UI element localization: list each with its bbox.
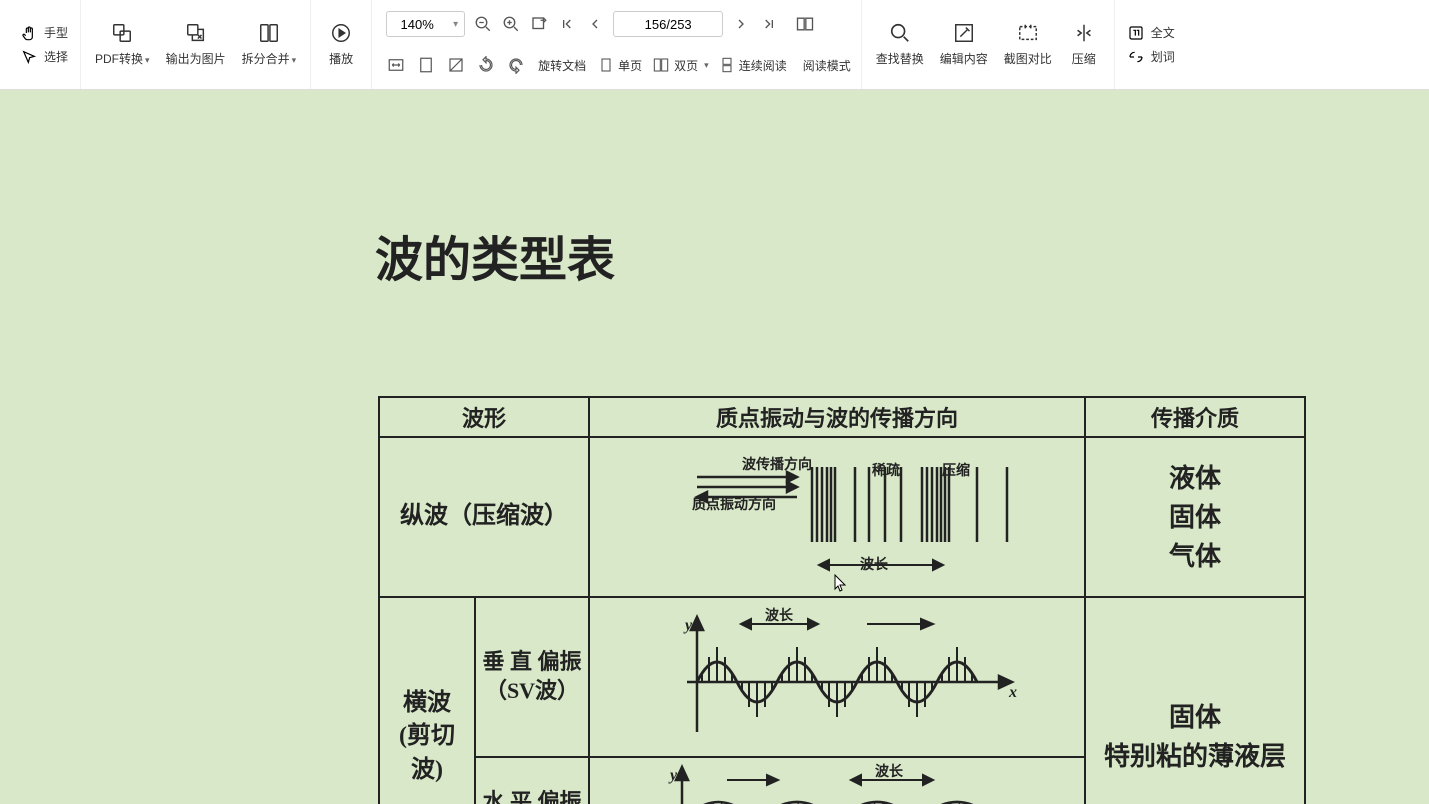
row-longitudinal-label: 纵波（压缩波） <box>379 437 589 597</box>
edit-content-button[interactable]: 编辑内容 <box>932 0 996 89</box>
find-replace-label: 查找替换 <box>876 50 924 67</box>
word-select-button[interactable]: 划词 <box>1121 46 1181 68</box>
svg-text:x: x <box>1008 684 1017 701</box>
sh-wave-diagram: y x 波长 <box>589 757 1085 804</box>
page-title: 波的类型表 <box>375 220 615 290</box>
next-page-button[interactable] <box>727 10 755 38</box>
zoom-out-button[interactable] <box>469 10 497 38</box>
export-image-icon <box>185 22 207 44</box>
edit-content-label: 编辑内容 <box>940 50 988 67</box>
svg-text:波长: 波长 <box>765 607 794 624</box>
play-label: 播放 <box>329 50 353 67</box>
single-page-button[interactable]: 单页 <box>594 51 646 79</box>
row-transverse-group-label: 横波 (剪切 波) <box>379 597 475 804</box>
export-image-label: 输出为图片 <box>166 50 226 67</box>
rotate-left-button[interactable] <box>472 51 500 79</box>
book-view-button[interactable] <box>791 10 819 38</box>
continuous-read-button[interactable]: 连续阅读 <box>715 51 791 79</box>
header-medium: 传播介质 <box>1085 397 1305 437</box>
rotate-right-button[interactable] <box>502 51 530 79</box>
document-viewport[interactable]: 波的类型表 波形 质点振动与波的传播方向 传播介质 纵波（压缩波） 波传播方向 … <box>0 90 1429 804</box>
read-mode-label[interactable]: 阅读模式 <box>803 57 851 74</box>
zoom-in-button[interactable] <box>497 10 525 38</box>
first-page-button[interactable] <box>553 10 581 38</box>
split-merge-label: 拆分合并 <box>242 50 297 67</box>
search-icon <box>889 22 911 44</box>
select-label: 选择 <box>44 48 68 65</box>
export-image-button[interactable]: 输出为图片 <box>158 0 234 89</box>
actual-size-button[interactable] <box>442 51 470 79</box>
wordselect-icon <box>1127 48 1145 66</box>
row-sv-label: 垂 直 偏振（SV波） <box>475 597 589 757</box>
fulltext-icon <box>1127 24 1145 42</box>
hand-label: 手型 <box>44 24 68 41</box>
wave-type-table: 波形 质点振动与波的传播方向 传播介质 纵波（压缩波） 波传播方向 质点振动方向… <box>378 396 1306 804</box>
sv-wave-diagram: y x 波长 <box>589 597 1085 757</box>
svg-text:波传播方向: 波传播方向 <box>742 456 812 473</box>
header-waveform: 波形 <box>379 397 589 437</box>
split-merge-icon <box>258 22 280 44</box>
header-direction: 质点振动与波的传播方向 <box>589 397 1085 437</box>
zoom-input[interactable] <box>387 17 447 32</box>
double-page-button[interactable]: 双页 <box>648 51 713 79</box>
compress-icon <box>1073 22 1095 44</box>
zoom-dropdown-icon[interactable]: ▾ <box>447 19 464 30</box>
prev-page-button[interactable] <box>581 10 609 38</box>
screenshot-compare-button[interactable]: 截图对比 <box>996 0 1060 89</box>
screenshot-icon <box>1017 22 1039 44</box>
compress-button[interactable]: 压缩 <box>1060 0 1108 89</box>
cursor-icon <box>20 48 38 66</box>
edit-icon <box>953 22 975 44</box>
zoom-combo[interactable]: ▾ <box>386 11 465 37</box>
row-longitudinal-medium: 液体 固体 气体 <box>1085 437 1305 597</box>
screenshot-compare-label: 截图对比 <box>1004 50 1052 67</box>
hand-icon <box>20 24 38 42</box>
pdf-convert-icon <box>111 22 133 44</box>
last-page-button[interactable] <box>755 10 783 38</box>
mouse-cursor <box>834 574 848 597</box>
select-tool[interactable]: 选择 <box>14 46 74 68</box>
pdf-convert-label: PDF转换 <box>95 50 150 67</box>
compress-label: 压缩 <box>1072 50 1096 67</box>
fit-width-button[interactable] <box>382 51 410 79</box>
word-select-label: 划词 <box>1151 48 1175 65</box>
play-button[interactable]: 播放 <box>317 0 365 89</box>
svg-text:y: y <box>683 617 693 634</box>
full-text-label: 全文 <box>1151 24 1175 41</box>
svg-text:波长: 波长 <box>875 763 904 780</box>
find-replace-button[interactable]: 查找替换 <box>868 0 932 89</box>
page-input[interactable] <box>613 11 723 37</box>
reset-zoom-button[interactable] <box>525 10 553 38</box>
longitudinal-diagram: 波传播方向 质点振动方向 稀疏 压缩 波长 <box>589 437 1085 597</box>
full-text-button[interactable]: 全文 <box>1121 22 1181 44</box>
play-icon <box>330 22 352 44</box>
row-sh-label: 水 平 偏振（SH波） <box>475 757 589 804</box>
rotate-doc-label: 旋转文档 <box>538 57 586 74</box>
row-transverse-medium: 固体 特别粘的薄液层 <box>1085 597 1305 804</box>
split-merge-button[interactable]: 拆分合并 <box>234 0 305 89</box>
hand-tool[interactable]: 手型 <box>14 22 74 44</box>
svg-text:y: y <box>668 767 678 784</box>
pdf-convert-button[interactable]: PDF转换 <box>87 0 158 89</box>
fit-page-button[interactable] <box>412 51 440 79</box>
